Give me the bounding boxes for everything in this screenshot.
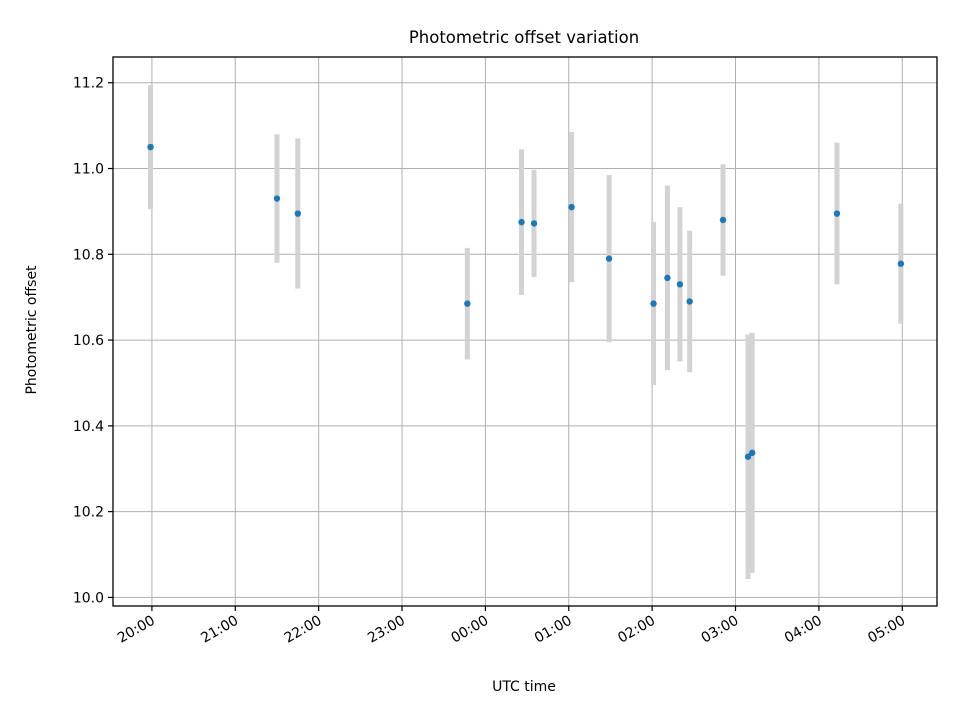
data-point xyxy=(744,453,752,460)
data-point xyxy=(897,260,905,267)
data-point xyxy=(294,210,302,217)
grid xyxy=(113,57,937,606)
data-point xyxy=(568,203,575,211)
x-tick-label: 03:00 xyxy=(699,613,742,647)
data-point xyxy=(605,255,613,262)
data-point xyxy=(530,220,538,227)
x-tick-label: 20:00 xyxy=(115,613,158,647)
x-tick-label: 21:00 xyxy=(198,613,241,647)
data-point xyxy=(748,449,756,457)
data-point xyxy=(833,210,841,217)
x-tick-label: 22:00 xyxy=(282,613,325,647)
y-tick-label: 11.0 xyxy=(73,162,104,178)
x-tick-label: 05:00 xyxy=(865,613,908,647)
x-tick-label: 00:00 xyxy=(448,613,491,647)
data-point xyxy=(650,300,657,307)
x-axis-label: UTC time xyxy=(492,679,556,695)
y-tick-label: 10.4 xyxy=(73,419,104,435)
y-axis-label: Photometric offset xyxy=(24,265,40,395)
x-tick-label: 01:00 xyxy=(532,613,575,647)
data-point xyxy=(676,281,684,288)
error-bars xyxy=(148,84,904,579)
data-point xyxy=(273,195,281,202)
data-point xyxy=(147,143,154,151)
data-point xyxy=(719,216,727,224)
x-tick-label: 02:00 xyxy=(615,613,658,647)
y-tick-label: 10.2 xyxy=(73,505,104,521)
y-tick-label: 11.2 xyxy=(73,76,104,92)
y-tick-label: 10.8 xyxy=(73,247,104,263)
data-points xyxy=(147,143,905,460)
data-point xyxy=(518,218,525,226)
data-point xyxy=(664,274,671,282)
y-axis-ticks: 10.0 10.2 10.4 10.6 10.8 11.0 11.2 xyxy=(73,76,113,606)
data-point xyxy=(464,300,471,307)
x-axis-ticks: 20:00 21:00 22:00 23:00 00:00 01:00 02:00 03:00… xyxy=(115,606,908,647)
y-tick-label: 10.6 xyxy=(73,333,104,349)
data-point xyxy=(686,298,693,305)
y-tick-label: 10.0 xyxy=(73,590,104,606)
x-tick-label: 23:00 xyxy=(365,613,408,647)
plot-frame xyxy=(112,56,938,607)
chart-title: Photometric offset variation xyxy=(409,28,639,47)
x-tick-label: 04:00 xyxy=(782,613,825,647)
